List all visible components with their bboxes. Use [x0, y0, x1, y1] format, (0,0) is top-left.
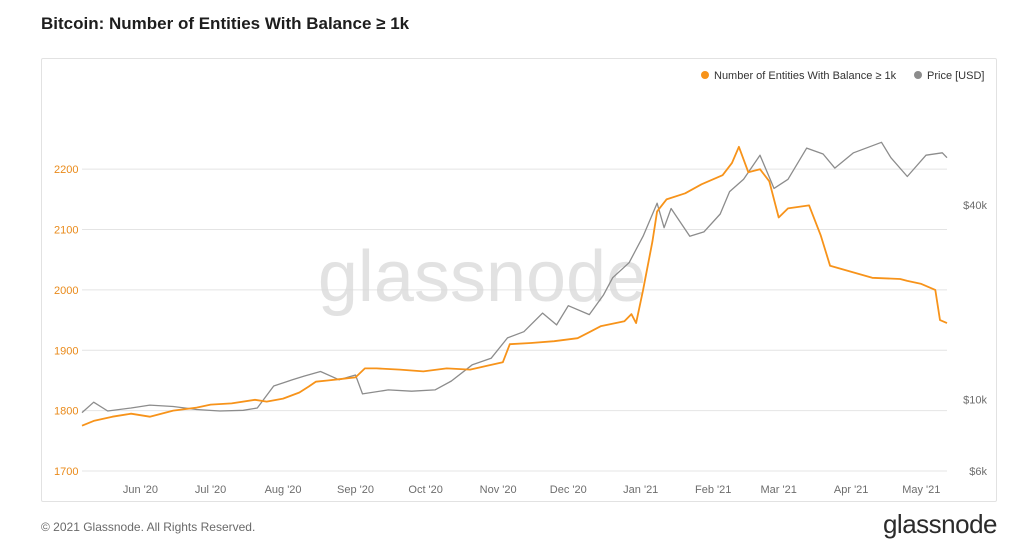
legend-dot-icon — [701, 71, 709, 79]
left-axis: 1700 1800 1900 2000 2100 2200 — [54, 164, 78, 478]
x-tick-label: Aug '20 — [265, 484, 302, 496]
x-tick-label: Mar '21 — [761, 484, 797, 496]
left-tick-label: 1900 — [54, 345, 78, 357]
x-tick-label: Jun '20 — [123, 484, 158, 496]
line-chart: glassnode 1700 1800 1900 2000 2100 2200 $6k $1… — [54, 70, 987, 496]
x-tick-label: Oct '20 — [408, 484, 443, 496]
x-tick-label: Nov '20 — [480, 484, 517, 496]
watermark: glassnode — [318, 237, 646, 317]
left-tick-label: 1800 — [54, 406, 78, 418]
entities-series-line — [81, 145, 948, 427]
right-axis: $6k $10k $40k — [963, 200, 987, 478]
legend-item-entities[interactable]: Number of Entities With Balance ≥ 1k — [701, 70, 897, 82]
legend[interactable]: Number of Entities With Balance ≥ 1k Pric… — [701, 70, 984, 82]
legend-dot-icon — [914, 71, 922, 79]
x-axis: Jun '20 Jul '20 Aug '20 Sep '20 Oct '20 Nov '… — [123, 484, 941, 496]
x-tick-label: Sep '20 — [337, 484, 374, 496]
x-tick-label: Feb '21 — [695, 484, 731, 496]
gridlines — [82, 168, 947, 472]
glassnode-logo[interactable]: glassnode — [882, 509, 998, 539]
price-series-line — [81, 141, 948, 414]
right-tick-label: $40k — [963, 200, 987, 212]
right-tick-label: $6k — [969, 466, 987, 478]
left-tick-label: 2100 — [54, 225, 78, 237]
x-tick-label: Apr '21 — [834, 484, 869, 496]
x-tick-label: May '21 — [902, 484, 940, 496]
left-tick-label: 2000 — [54, 285, 78, 297]
left-tick-label: 2200 — [54, 164, 78, 176]
chart-panel: glassnode 1700 1800 1900 2000 2100 2200 $6k $1… — [41, 58, 997, 502]
x-tick-label: Jul '20 — [195, 484, 226, 496]
legend-item-price[interactable]: Price [USD] — [914, 70, 984, 82]
legend-label: Number of Entities With Balance ≥ 1k — [714, 70, 897, 82]
left-tick-label: 1700 — [54, 466, 78, 478]
x-tick-label: Dec '20 — [550, 484, 587, 496]
series-lines — [81, 141, 948, 427]
legend-label: Price [USD] — [927, 70, 984, 82]
right-tick-label: $10k — [963, 394, 987, 406]
chart-title: Bitcoin: Number of Entities With Balance… — [41, 14, 410, 33]
copyright-text: © 2021 Glassnode. All Rights Reserved. — [41, 520, 256, 534]
x-tick-label: Jan '21 — [623, 484, 658, 496]
